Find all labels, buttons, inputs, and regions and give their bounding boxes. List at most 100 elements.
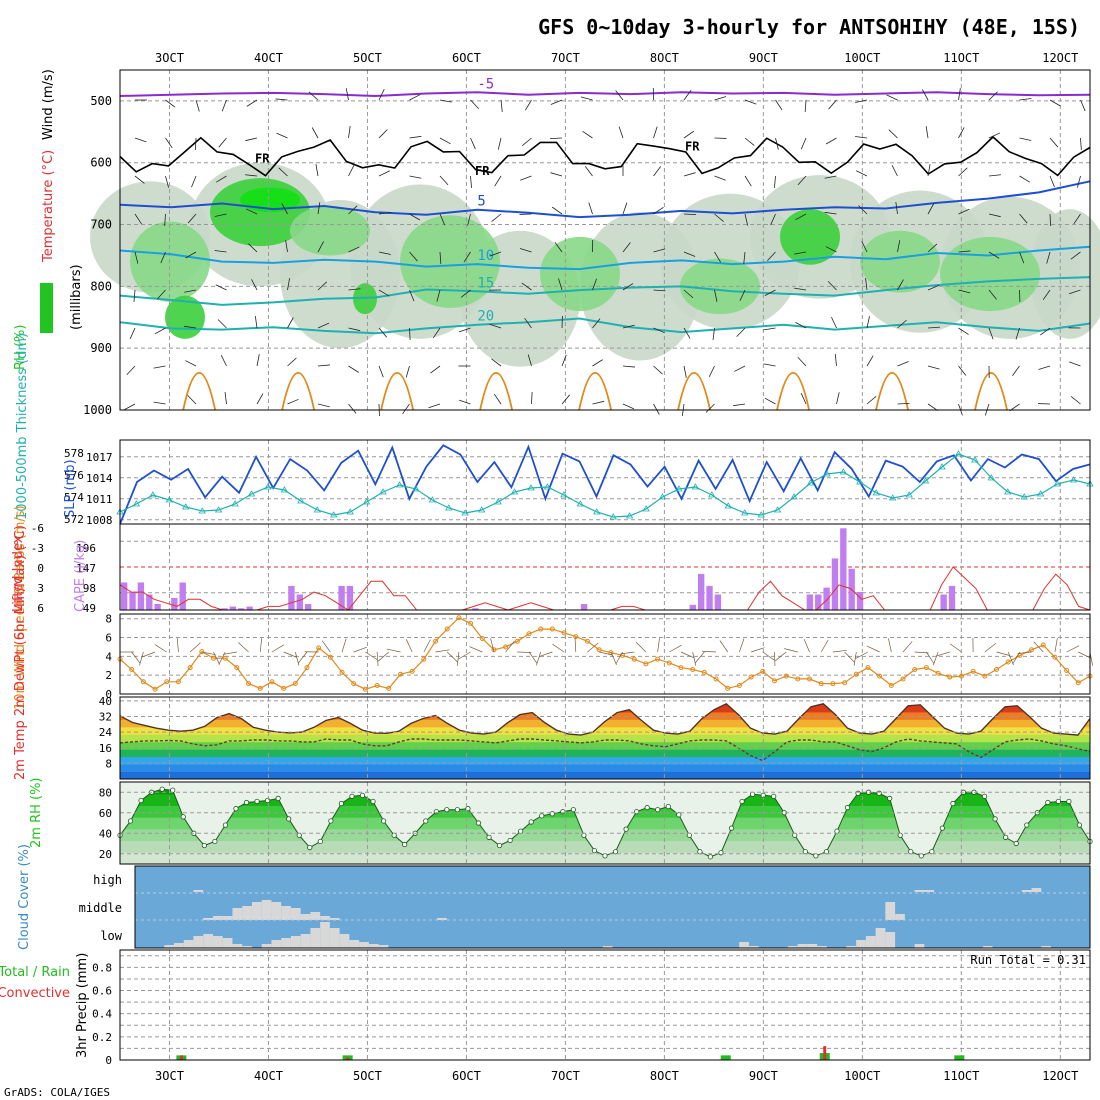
thickness-frame [119,439,1091,525]
rh-ytick: 40 [99,827,112,840]
wind-barb [763,327,776,331]
wind-barb [308,91,319,101]
thickness-point [1036,490,1045,497]
thickness-point [675,485,683,492]
thickness-point [757,511,765,518]
cloud-low-bar [349,940,360,948]
cloud-low-bar [865,936,876,948]
wind-barb [739,289,746,302]
thickness-point [362,498,371,505]
wind-barb [1049,99,1061,107]
wind-barb [1049,175,1055,188]
wind-barb-10m [376,651,379,666]
wind-barb-10m [587,642,599,653]
wind-barb-10m [1017,651,1032,654]
rh-shading [290,206,370,256]
cloud-mid-bar [895,914,905,920]
wind-barb [524,99,532,111]
cape-bar [179,582,186,610]
rh-point [739,798,745,805]
wind-barb [895,202,898,215]
wind-speed-point [701,669,707,675]
wind-speed-point [129,667,135,673]
temp-band [120,719,1090,728]
wind-barb [153,365,166,369]
top-tick-label: 8OCT [650,51,679,65]
wind-barb-10m [902,641,913,653]
wind-barb [432,327,441,339]
wind-speed-point [1005,659,1011,665]
wind-barb [317,241,324,253]
wind-barb [927,243,938,253]
bl-orange-contour [578,372,612,411]
wind-barb [775,137,779,150]
rh-point [539,813,545,819]
wind-barb-10m [695,651,705,663]
cloud-low-bar [875,928,886,948]
cloud-low-bar [885,932,896,948]
wind-barb-10m [386,648,401,653]
wind-barb [800,137,807,150]
cloud-low-bar [359,942,369,948]
wind-barb [795,322,807,329]
wind-speed-point [339,669,345,675]
thickness-point [856,478,864,485]
wind-barb [653,327,665,334]
wind-barb [836,392,840,405]
wind-barb-10m [539,651,553,657]
wind-barb [958,327,969,335]
cloud-low-bar [203,934,213,948]
wind-barb-10m [458,651,471,660]
cape-bar [856,591,864,610]
rh-point [380,818,387,824]
wind-barb [558,278,563,291]
wind-barb [764,289,776,296]
wind-barb [527,354,532,367]
wind-barb [378,289,390,297]
wind-barb [855,136,868,139]
rh-point [728,825,735,831]
thickness-point [921,477,930,484]
rh-point [370,798,376,805]
wind-barb [927,326,940,329]
cloud-low-bar [242,946,252,948]
wind-barb [797,175,807,186]
wind-barb [459,399,471,405]
wind-speed-point [690,667,696,673]
wind-barb [1068,289,1081,295]
wind-barb-10m [610,651,617,665]
wind-barb [1077,175,1081,188]
wind-barb [825,137,837,145]
thickness-point [428,496,437,503]
rh-point [676,812,682,818]
wind-barb [897,402,910,405]
wind-barb [129,327,136,340]
wind-barb [744,175,752,187]
rh-point [750,791,756,797]
rh-point [296,832,302,838]
wind-barb [734,365,746,372]
cloud-mid-bar [261,900,272,920]
wind-barb [592,359,603,367]
wind-barb [834,354,837,367]
rh-point [243,799,250,806]
wind-barb [794,251,807,255]
wind-speed-point [725,685,731,691]
cloud-low-bar [183,940,194,948]
wind-speed-point [514,638,520,644]
cloud-high-bar [193,890,204,892]
wind-barb-10m [599,651,613,656]
wind-barb [218,137,227,148]
wind-barb [714,289,718,302]
wind-barb [405,365,410,378]
cape-bar [238,608,245,610]
rh-point [127,818,134,824]
top-tick-label: 7OCT [551,51,580,65]
wind-barb-10m [1054,638,1058,653]
wind-speed-point [935,670,941,676]
wind-barb [522,137,532,147]
cape-bar [815,594,822,610]
wind-barb [897,361,909,367]
wind-barb [927,284,940,291]
rh-shading [240,187,300,213]
